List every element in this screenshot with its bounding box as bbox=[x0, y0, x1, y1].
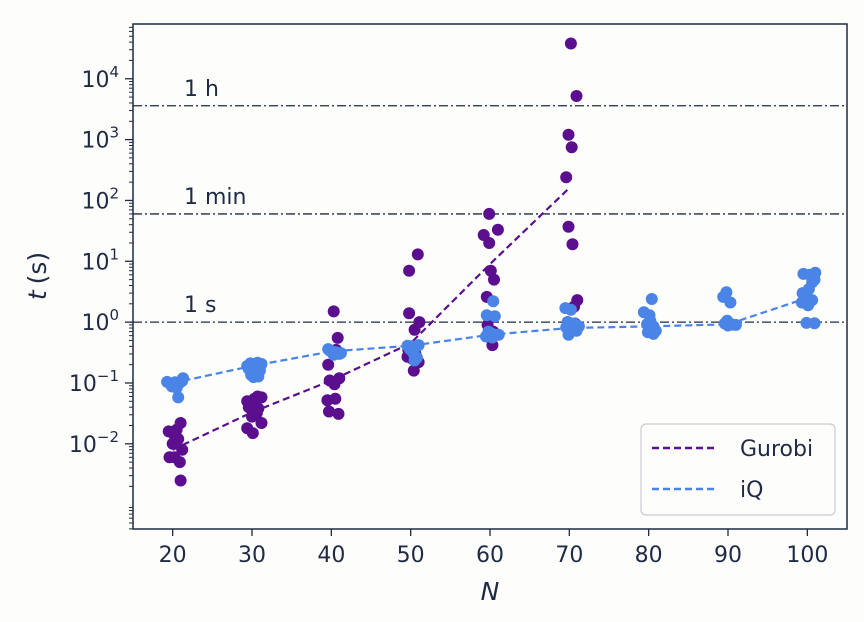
y-tick-label: 101 bbox=[81, 245, 119, 275]
reference-line-label: 1 s bbox=[184, 293, 216, 318]
data-point bbox=[174, 417, 187, 429]
data-point bbox=[255, 417, 268, 429]
data-point bbox=[174, 474, 187, 487]
data-point bbox=[808, 317, 821, 330]
data-point bbox=[403, 264, 416, 277]
y-tick-label: 100 bbox=[81, 306, 119, 336]
data-point bbox=[808, 273, 821, 286]
x-tick-label: 60 bbox=[476, 543, 504, 568]
data-point bbox=[566, 238, 579, 251]
data-point bbox=[722, 319, 734, 332]
x-tick-label: 50 bbox=[397, 543, 425, 568]
y-axis-label-var: t bbox=[23, 289, 52, 300]
legend-gurobi-label: Gurobi bbox=[740, 437, 813, 462]
data-point bbox=[483, 237, 496, 249]
svg-text:t(s): t (s) bbox=[23, 252, 52, 300]
data-point bbox=[407, 364, 420, 377]
data-point bbox=[327, 305, 340, 318]
data-point bbox=[173, 456, 186, 469]
data-point bbox=[170, 381, 183, 394]
data-point bbox=[247, 371, 260, 384]
data-point bbox=[492, 328, 505, 341]
y-axis-label: t (s) bbox=[23, 252, 52, 300]
x-tick-label: 80 bbox=[635, 543, 663, 568]
legend-iq-label: iQ bbox=[740, 478, 763, 503]
data-point bbox=[488, 310, 501, 323]
axis-ticks: 20 30 40 50 60 70 80 90 100 10−2 10−1 100 101 102 103 1… bbox=[69, 26, 828, 568]
data-points bbox=[161, 37, 822, 487]
data-point bbox=[564, 37, 577, 50]
data-point bbox=[562, 128, 575, 141]
x-axis-label: N bbox=[481, 577, 500, 606]
data-point bbox=[487, 295, 500, 308]
data-point bbox=[176, 443, 189, 456]
y-tick-label: 103 bbox=[81, 124, 119, 154]
reference-line-label: 1 h bbox=[184, 77, 219, 102]
data-point bbox=[408, 354, 421, 367]
x-tick-label: 70 bbox=[555, 543, 583, 568]
x-tick-label: 20 bbox=[159, 543, 187, 568]
x-tick-label: 30 bbox=[238, 543, 266, 568]
data-point bbox=[570, 90, 583, 102]
data-point bbox=[802, 299, 815, 312]
data-point bbox=[724, 296, 737, 309]
x-tick-label: 100 bbox=[786, 543, 828, 568]
data-point bbox=[483, 207, 496, 220]
data-point bbox=[255, 391, 268, 404]
data-point bbox=[647, 327, 660, 340]
data-point bbox=[328, 378, 341, 391]
data-point bbox=[250, 407, 263, 420]
data-point bbox=[560, 171, 573, 184]
reference-lines: 1 s 1 min 1 h bbox=[133, 77, 847, 323]
data-point bbox=[488, 273, 500, 286]
data-point bbox=[411, 248, 424, 261]
data-point bbox=[246, 427, 259, 440]
data-point bbox=[331, 331, 344, 344]
legend: Gurobi iQ bbox=[640, 423, 836, 516]
data-point bbox=[172, 433, 185, 445]
data-point bbox=[408, 323, 421, 336]
data-point bbox=[720, 286, 733, 299]
data-point bbox=[645, 293, 658, 305]
reference-line-label: 1 min bbox=[184, 185, 246, 210]
data-point bbox=[329, 392, 342, 405]
trend-line bbox=[172, 187, 571, 451]
x-tick-label: 90 bbox=[714, 543, 742, 568]
data-point bbox=[323, 344, 336, 357]
y-tick-label: 10−1 bbox=[69, 367, 119, 397]
y-tick-label: 102 bbox=[81, 184, 119, 214]
data-point bbox=[565, 141, 578, 154]
data-point bbox=[323, 405, 335, 418]
data-point bbox=[322, 358, 335, 371]
data-point bbox=[562, 220, 575, 233]
data-point bbox=[403, 307, 416, 320]
data-point bbox=[332, 407, 345, 420]
x-tick-label: 40 bbox=[317, 543, 345, 568]
data-point bbox=[564, 303, 577, 316]
data-point bbox=[562, 328, 575, 341]
y-tick-label: 104 bbox=[81, 63, 119, 93]
y-axis-label-unit: (s) bbox=[23, 252, 52, 285]
data-point bbox=[172, 391, 185, 404]
data-point bbox=[177, 372, 189, 385]
y-tick-label: 10−2 bbox=[69, 428, 119, 458]
data-point bbox=[491, 223, 504, 236]
